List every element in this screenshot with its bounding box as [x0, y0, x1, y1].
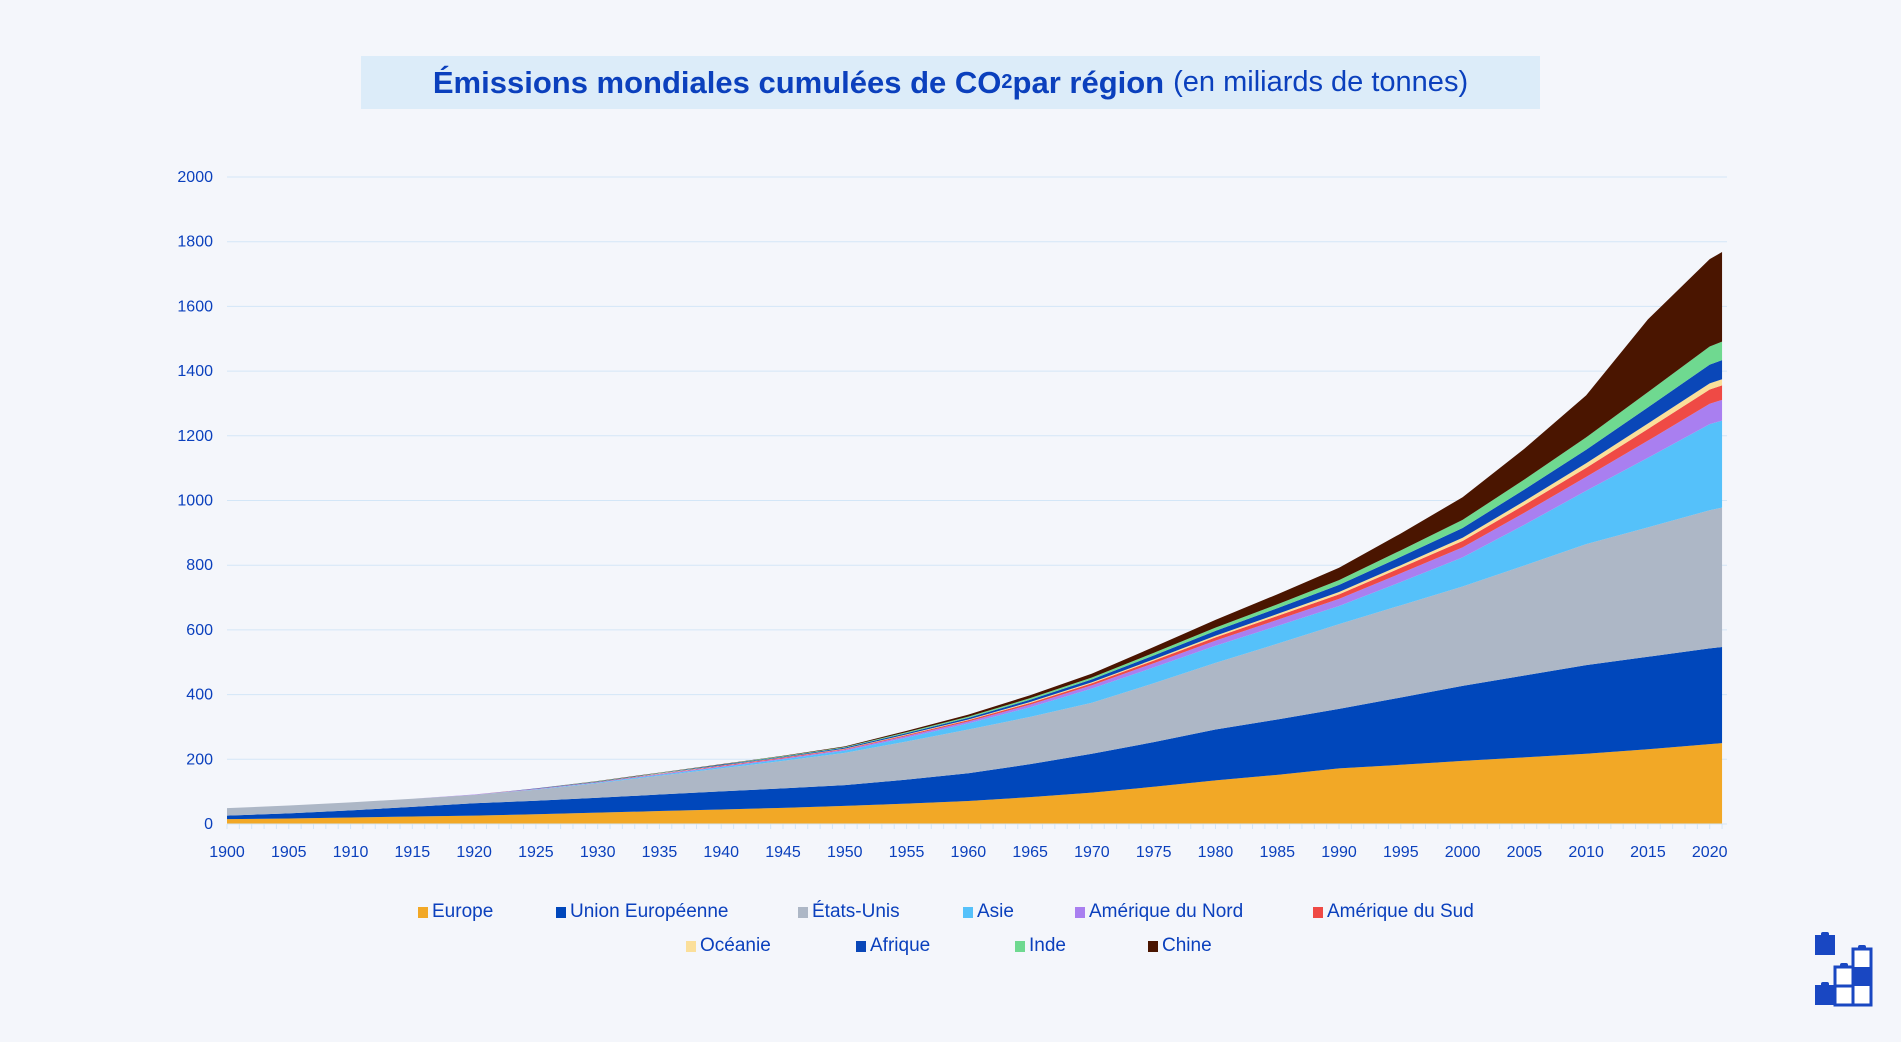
y-tick-label: 1600 — [177, 298, 213, 315]
y-tick-label: 200 — [186, 751, 213, 768]
legend-label: Afrique — [870, 935, 931, 956]
x-tick-label: 1985 — [1259, 844, 1295, 861]
legend-label: Amérique du Sud — [1327, 901, 1474, 922]
title-main: Émissions mondiales cumulées de CO — [432, 64, 1002, 100]
area-états-unis — [227, 507, 1723, 816]
legend-item: Europe — [418, 901, 493, 923]
x-tick-label: 1955 — [889, 844, 925, 861]
x-tick-label: 1910 — [333, 844, 369, 861]
area-chine — [227, 252, 1723, 809]
legend-item: Amérique du Nord — [1075, 901, 1243, 923]
legend-swatch — [1313, 906, 1323, 918]
legend-swatch — [1148, 940, 1158, 952]
y-tick-label: 2000 — [177, 169, 213, 186]
y-tick-label: 400 — [186, 687, 213, 704]
x-tick-label: 1995 — [1383, 844, 1419, 861]
x-tick-label: 2020 — [1692, 844, 1728, 861]
legend-label: Océanie — [700, 935, 771, 956]
x-tick-label: 1970 — [1074, 844, 1110, 861]
legend-swatch — [856, 940, 866, 952]
legend-label: Europe — [432, 901, 494, 922]
legend-label: Amérique du Nord — [1089, 901, 1244, 922]
area-europe — [227, 743, 1723, 824]
title-subscript: 2 — [1001, 71, 1013, 93]
legend-item: Chine — [1148, 935, 1212, 957]
legend-item: Océanie — [686, 935, 771, 957]
legend-item: Union Européenne — [556, 901, 728, 923]
x-tick-label: 1905 — [271, 844, 307, 861]
x-tick-label: 2005 — [1507, 844, 1543, 861]
x-tick-label: 1940 — [703, 844, 739, 861]
legend-item: Amérique du Sud — [1313, 901, 1474, 923]
y-tick-label: 600 — [186, 622, 213, 639]
x-tick-label: 1965 — [1012, 844, 1048, 861]
x-tick-label: 1935 — [642, 844, 678, 861]
y-tick-label: 1400 — [177, 363, 213, 380]
area-union-européenne — [227, 647, 1723, 820]
y-tick-label: 800 — [186, 557, 213, 574]
x-tick-label: 2010 — [1568, 844, 1604, 861]
legend-label: Inde — [1029, 935, 1066, 956]
legend-swatch — [686, 940, 696, 952]
x-tick-label: 1980 — [1198, 844, 1234, 861]
y-tick-label: 1000 — [177, 493, 213, 510]
y-tick-label: 1200 — [177, 428, 213, 445]
area-inde — [227, 341, 1723, 809]
legend-swatch — [556, 906, 566, 918]
legend-swatch — [963, 906, 973, 918]
x-tick-label: 1925 — [518, 844, 554, 861]
title-unit: (en miliards de tonnes) — [1173, 66, 1469, 98]
chart-title: Émissions mondiales cumulées de CO 2 par … — [361, 56, 1540, 109]
legend-label: Chine — [1162, 935, 1212, 956]
legend-item: Afrique — [856, 935, 930, 957]
x-tick-label: 1950 — [827, 844, 863, 861]
x-tick-label: 1915 — [395, 844, 431, 861]
x-tick-label: 1920 — [456, 844, 492, 861]
title-tail: par région — [1012, 64, 1165, 100]
x-tick-label: 1930 — [580, 844, 616, 861]
legend-swatch — [1015, 940, 1025, 952]
legend-swatch — [798, 906, 808, 918]
x-tick-label: 1960 — [951, 844, 987, 861]
legend-item: Asie — [963, 901, 1014, 923]
x-tick-label: 2000 — [1445, 844, 1481, 861]
x-tick-label: 1900 — [209, 844, 245, 861]
y-tick-label: 0 — [204, 816, 213, 833]
legend-label: Union Européenne — [570, 901, 729, 922]
legend-label: Asie — [977, 901, 1014, 922]
legend-item: Inde — [1015, 935, 1066, 957]
x-tick-label: 1945 — [765, 844, 801, 861]
legend-item: États-Unis — [798, 901, 900, 923]
legend-label: États-Unis — [812, 901, 900, 922]
legend-swatch — [1075, 906, 1085, 918]
legend-swatch — [418, 906, 428, 918]
stacked-blocks-logo-icon — [1815, 932, 1873, 1007]
y-tick-label: 1800 — [177, 234, 213, 251]
x-tick-label: 2015 — [1630, 844, 1666, 861]
x-tick-label: 1975 — [1136, 844, 1172, 861]
x-tick-label: 1990 — [1321, 844, 1357, 861]
